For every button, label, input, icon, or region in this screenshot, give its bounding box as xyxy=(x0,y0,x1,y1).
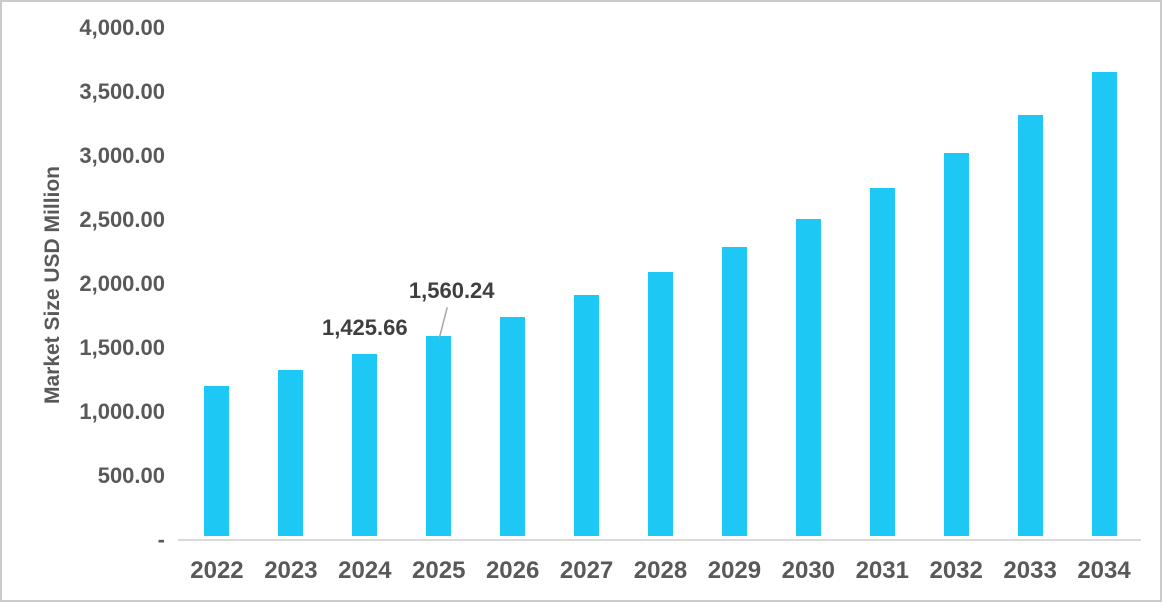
x-tick-2031: 2031 xyxy=(855,557,909,584)
x-tick-2029: 2029 xyxy=(707,557,762,584)
y-tick-3000: 3,000.00 xyxy=(79,143,165,168)
bar-2028 xyxy=(648,271,673,536)
y-tick-2000: 2,000.00 xyxy=(79,271,165,296)
data-label-2025: 1,560.24 xyxy=(408,278,495,304)
bar-2025 xyxy=(426,336,452,536)
bar-2024 xyxy=(352,353,378,536)
x-axis-line xyxy=(178,539,1141,541)
bar-2027 xyxy=(574,294,600,536)
x-tick-2027: 2027 xyxy=(559,557,614,584)
bar-2022 xyxy=(204,385,230,536)
bar-2023 xyxy=(278,369,304,536)
bar-2034 xyxy=(1091,72,1117,536)
x-tick-2022: 2022 xyxy=(190,557,244,584)
bar-2031 xyxy=(869,187,895,536)
y-tick-0: - xyxy=(157,527,165,552)
data-label-2024: 1,425.66 xyxy=(321,314,408,340)
x-tick-2032: 2032 xyxy=(929,557,983,584)
x-tick-2034: 2034 xyxy=(1077,557,1131,584)
bar-2033 xyxy=(1017,115,1043,536)
y-tick-4000: 4,000.00 xyxy=(79,15,165,40)
x-tick-2026: 2026 xyxy=(485,557,540,584)
x-tick-2030: 2030 xyxy=(781,557,836,584)
y-tick-1000: 1,000.00 xyxy=(79,399,165,424)
x-tick-2023: 2023 xyxy=(264,557,318,584)
y-tick-1500: 1,500.00 xyxy=(79,335,165,360)
x-tick-2025: 2025 xyxy=(412,557,466,584)
bar-2030 xyxy=(795,218,821,536)
x-tick-2028: 2028 xyxy=(633,557,688,584)
y-tick-500: 500.00 xyxy=(97,463,165,488)
x-tick-2024: 2024 xyxy=(338,557,392,584)
y-tick-3500: 3,500.00 xyxy=(79,79,165,104)
y-tick-2500: 2,500.00 xyxy=(79,207,165,232)
bar-2026 xyxy=(500,317,526,536)
bar-2032 xyxy=(943,153,969,536)
bar-2029 xyxy=(721,246,747,536)
x-tick-2033: 2033 xyxy=(1003,557,1057,584)
